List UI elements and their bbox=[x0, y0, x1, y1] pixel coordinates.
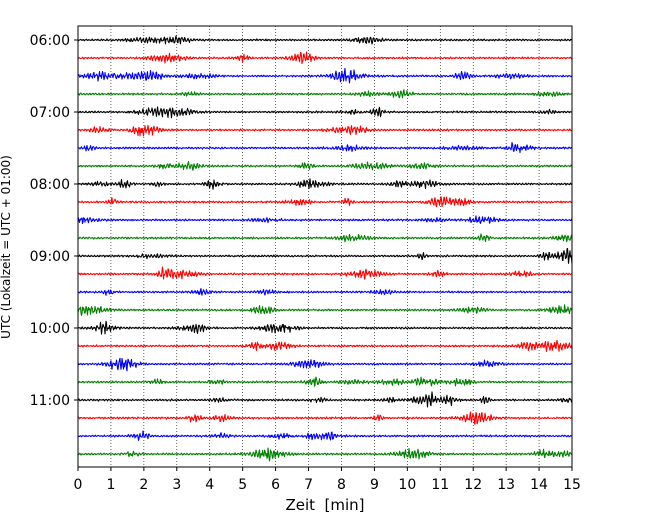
x-tick-label-8: 8 bbox=[337, 477, 346, 493]
x-tick-label-15: 15 bbox=[563, 477, 581, 493]
x-tick-label-13: 13 bbox=[497, 477, 515, 493]
y-tick-label-1000: 10:00 bbox=[30, 321, 70, 337]
x-tick-label-11: 11 bbox=[431, 477, 449, 493]
trace-5 bbox=[77, 124, 573, 137]
trace-9 bbox=[77, 196, 573, 208]
x-tick-label-9: 9 bbox=[370, 477, 379, 493]
x-axis-ticks: 0 1 2 3 4 5 6 7 8 9 10 11 12 13 14 15 bbox=[74, 467, 581, 493]
trace-8 bbox=[77, 178, 573, 190]
seismogram-traces bbox=[77, 35, 573, 462]
x-tick-label-0: 0 bbox=[74, 477, 83, 493]
plot-frame bbox=[77, 25, 573, 468]
trace-20 bbox=[77, 391, 573, 408]
trace-22 bbox=[77, 430, 573, 441]
y-tick-label-0800: 08:00 bbox=[30, 177, 70, 193]
x-tick-label-14: 14 bbox=[530, 477, 548, 493]
x-axis-label: Zeit [min] bbox=[285, 496, 364, 514]
x-tick-label-7: 7 bbox=[304, 477, 313, 493]
trace-17 bbox=[77, 339, 573, 352]
x-tick-label-12: 12 bbox=[464, 477, 482, 493]
y-tick-label-0900: 09:00 bbox=[30, 249, 70, 265]
trace-12 bbox=[77, 247, 573, 264]
trace-23 bbox=[77, 447, 573, 462]
y-tick-label-1100: 11:00 bbox=[30, 393, 70, 409]
y-axis-ticks: 06:00 07:00 08:00 09:00 10:00 11:00 bbox=[30, 33, 78, 409]
trace-13 bbox=[77, 266, 573, 280]
x-tick-label-1: 1 bbox=[106, 477, 115, 493]
x-tick-label-2: 2 bbox=[139, 477, 148, 493]
x-tick-label-5: 5 bbox=[238, 477, 247, 493]
x-tick-label-6: 6 bbox=[271, 477, 280, 493]
y-axis-label: UTC (Lokalzeit = UTC + 01:00) bbox=[0, 155, 13, 339]
x-tick-label-3: 3 bbox=[172, 477, 181, 493]
trace-2 bbox=[77, 67, 573, 84]
x-tick-label-4: 4 bbox=[205, 477, 214, 493]
trace-7 bbox=[77, 161, 573, 171]
trace-15 bbox=[77, 304, 573, 316]
y-tick-label-0700: 07:00 bbox=[30, 105, 70, 121]
y-tick-label-0600: 06:00 bbox=[30, 33, 70, 49]
trace-0 bbox=[77, 35, 573, 45]
trace-21 bbox=[77, 411, 573, 425]
trace-18 bbox=[77, 357, 573, 372]
trace-3 bbox=[77, 89, 573, 99]
trace-10 bbox=[77, 215, 573, 225]
trace-19 bbox=[77, 376, 573, 387]
trace-16 bbox=[77, 320, 573, 335]
trace-4 bbox=[77, 106, 573, 119]
x-tick-label-10: 10 bbox=[398, 477, 416, 493]
trace-11 bbox=[77, 233, 573, 243]
trace-14 bbox=[77, 288, 573, 296]
trace-1 bbox=[77, 51, 573, 65]
trace-6 bbox=[77, 141, 573, 154]
